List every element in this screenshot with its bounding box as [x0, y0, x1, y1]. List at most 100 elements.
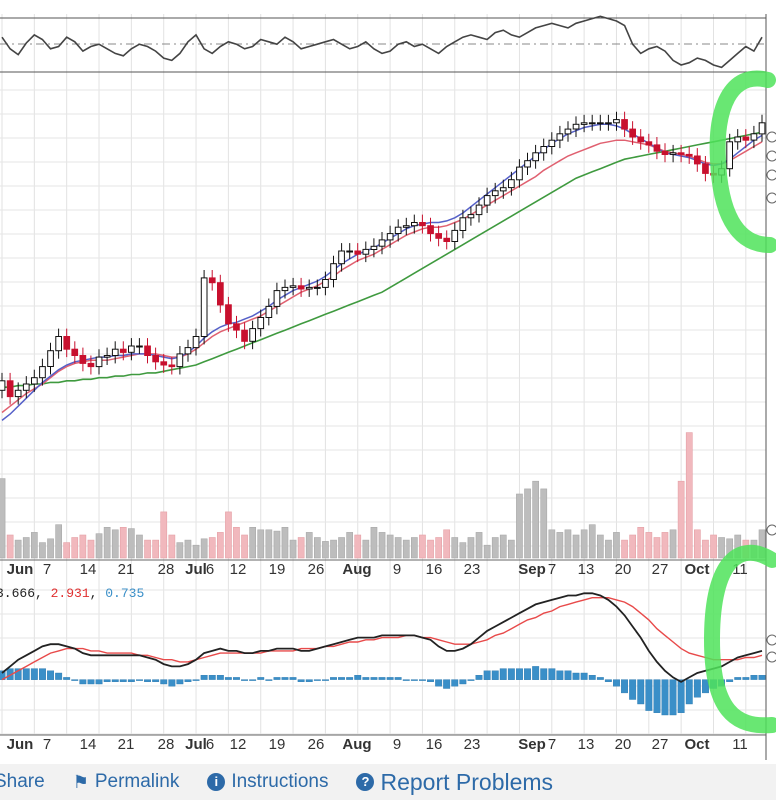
candle-body — [281, 286, 289, 292]
candle-body — [669, 152, 677, 155]
volume-bar — [540, 488, 548, 559]
candle-body — [265, 305, 273, 318]
macd-histogram-bar — [281, 677, 289, 680]
report-problems-link[interactable]: ? Report Problems — [356, 769, 553, 796]
macd-histogram-bar — [637, 679, 645, 705]
candle-body — [508, 179, 515, 189]
volume-bar — [710, 534, 717, 559]
volume-bar — [693, 529, 701, 559]
x-axis-day-label: 27 — [652, 736, 669, 753]
candle-body — [402, 225, 410, 228]
macd-histogram-bar — [47, 670, 54, 680]
volume-bar — [330, 539, 337, 559]
macd-histogram-bar — [168, 679, 176, 687]
candle-body — [386, 233, 394, 241]
macd-histogram-bar — [176, 679, 184, 685]
candle-body — [39, 366, 46, 379]
volume-bar — [499, 534, 507, 559]
candle-body — [621, 119, 628, 130]
candle-body — [378, 239, 386, 247]
macd-histogram-bar — [604, 679, 612, 682]
volume-bar — [346, 532, 354, 559]
macd-histogram-bar — [499, 668, 507, 680]
instructions-label: Instructions — [231, 771, 329, 792]
volume-bar — [435, 537, 443, 559]
macd-histogram-bar — [216, 675, 224, 680]
x-axis-month-label: Sep — [518, 736, 546, 753]
candle-body — [702, 163, 709, 174]
volume-bar — [128, 528, 135, 559]
volume-bar — [225, 511, 232, 559]
candle-body — [160, 361, 168, 366]
macd-histogram-bar — [144, 679, 152, 682]
volume-bar — [475, 532, 483, 559]
x-axis-day-label: 26 — [308, 736, 325, 753]
macd-histogram-bar — [685, 679, 693, 705]
candle-body — [338, 250, 345, 265]
candle-body — [289, 285, 297, 288]
volume-bar — [273, 530, 281, 559]
right-axis-marker — [766, 524, 776, 536]
macd-histogram-bar — [758, 675, 766, 680]
macd-histogram-bar — [524, 668, 531, 680]
macd-histogram-bar — [55, 672, 63, 680]
x-axis-day-label: 7 — [548, 561, 556, 578]
macd-histogram-bar — [693, 679, 701, 698]
volume-bar — [354, 534, 362, 559]
volume-bar — [313, 537, 321, 559]
macd-histogram-bar — [289, 677, 297, 680]
macd-histogram-bar — [394, 677, 402, 680]
macd-histogram-bar — [661, 679, 669, 716]
permalink-link[interactable]: ⚑ Permalink — [73, 771, 180, 793]
x-axis-month-label: Jun — [7, 736, 34, 753]
macd-histogram-bar — [596, 677, 604, 680]
candle-body — [734, 136, 742, 143]
candle-body — [144, 345, 151, 356]
macd-histogram-bar — [742, 677, 750, 680]
candle-body — [758, 122, 766, 135]
volume-bar — [653, 537, 661, 559]
share-link[interactable]: Share — [0, 771, 45, 793]
macd-histogram-bar — [734, 677, 742, 680]
macd-histogram-bar — [621, 679, 628, 694]
right-axis-marker — [766, 192, 776, 204]
macd-signal-line — [1, 597, 763, 681]
report-problems-label: Report Problems — [380, 768, 554, 795]
volume-bar — [459, 542, 467, 559]
macd-histogram-bar — [346, 677, 354, 680]
candle-body — [467, 214, 475, 219]
candle-body — [119, 348, 127, 353]
volume-bar — [637, 526, 645, 559]
x-axis-day-label: 20 — [615, 561, 632, 578]
candle-body — [55, 336, 62, 352]
candle-body — [346, 250, 353, 253]
macd-histogram-bar — [79, 679, 87, 685]
candle-body — [459, 217, 467, 232]
volume-bar — [702, 539, 709, 559]
volume-bar — [200, 538, 208, 559]
candle-body — [330, 263, 337, 281]
volume-bar — [55, 524, 62, 559]
candle-body — [499, 187, 507, 192]
macd-histogram-bar — [208, 675, 216, 680]
instructions-link[interactable]: i Instructions — [207, 771, 328, 793]
volume-bar — [483, 544, 491, 559]
macd-histogram-bar — [548, 668, 556, 680]
macd-histogram-bar — [427, 679, 434, 682]
volume-bar — [564, 529, 572, 559]
x-axis-day-label: 7 — [43, 736, 51, 753]
macd-histogram-bar — [160, 679, 168, 685]
stock-chart: 3.666, 2.931, 0.735Jun7142128Jul6121926A… — [0, 14, 776, 760]
x-axis-day-label: 28 — [158, 561, 175, 578]
macd-legend-value: 0.735 — [105, 586, 144, 601]
candle-body — [645, 141, 653, 146]
candle-body — [556, 133, 564, 141]
macd-histogram-bar — [588, 675, 596, 680]
x-axis-day-label: 13 — [578, 736, 595, 753]
candle-body — [750, 133, 758, 141]
macd-histogram-bar — [119, 679, 127, 682]
candle-body — [22, 383, 30, 391]
volume-bar — [265, 529, 273, 559]
candle-body — [273, 290, 281, 307]
volume-bar — [168, 534, 176, 559]
